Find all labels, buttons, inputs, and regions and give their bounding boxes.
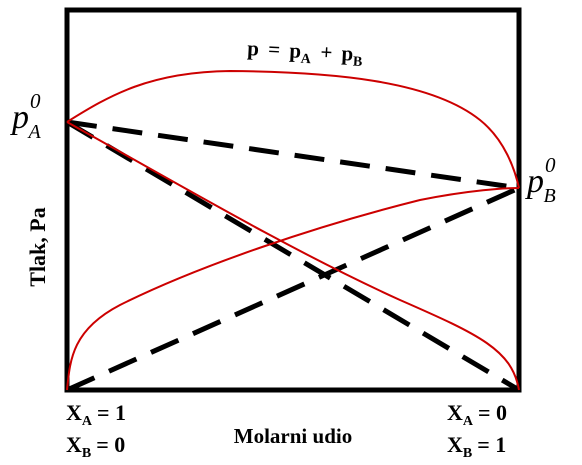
real-total-pressure-curve bbox=[66, 69, 520, 189]
real-pB-curve bbox=[66, 187, 520, 391]
total-pressure-label: p = pA + pB bbox=[246, 36, 363, 71]
y-axis-label: Tlak, Pa bbox=[25, 207, 50, 286]
ideal-pB-line bbox=[65, 185, 521, 393]
right-xA-label: XA = 0 bbox=[447, 400, 507, 429]
ideal-lines bbox=[65, 119, 521, 393]
x-axis-label: Molarni udio bbox=[234, 424, 352, 448]
pA0-label: p0 A bbox=[10, 89, 42, 143]
real-pA-curve bbox=[66, 121, 520, 391]
real-curves bbox=[66, 69, 520, 391]
left-xA-label: XA = 1 bbox=[66, 400, 126, 429]
left-xB-label: XB = 0 bbox=[66, 432, 125, 461]
plot-frame bbox=[64, 7, 522, 393]
ideal-pA-line bbox=[65, 119, 521, 393]
ideal-total-pressure-line bbox=[66, 119, 520, 191]
right-xB-label: XB = 1 bbox=[447, 432, 506, 461]
pB0-label: p0 B bbox=[525, 153, 556, 207]
